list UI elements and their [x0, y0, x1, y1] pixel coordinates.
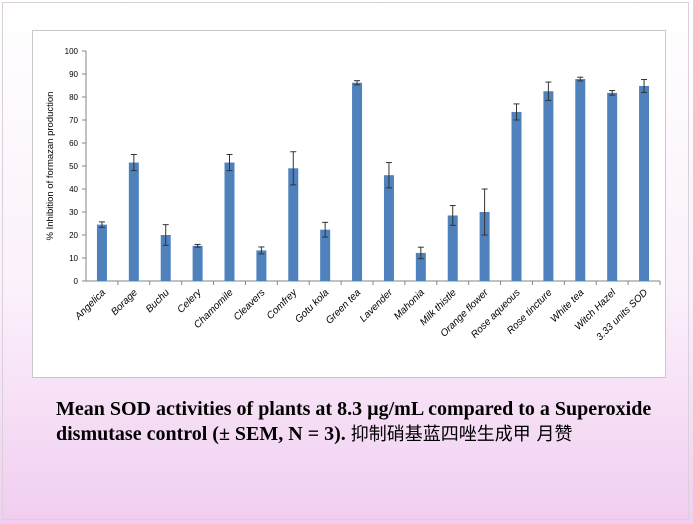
- y-tick-label: 0: [74, 277, 79, 286]
- x-tick-label: Cleavers: [232, 287, 268, 323]
- bar: [415, 252, 426, 281]
- chart-area: 0 10 20 30 40 50 60 70 80 90 100 % Inhibition of fo…: [32, 30, 666, 378]
- y-axis-title: % Inhibition of formazan production: [45, 92, 56, 241]
- bar: [128, 162, 139, 281]
- y-tick-label: 100: [65, 47, 79, 56]
- bar: [639, 85, 650, 282]
- bar: [543, 91, 554, 281]
- bar: [575, 79, 586, 281]
- caption-cjk-text: 抑制硝基蓝四唑生成甲 月赞: [350, 424, 573, 445]
- bar: [383, 175, 394, 281]
- y-tick-label: 70: [69, 116, 78, 125]
- x-tick-label: Angelica: [72, 287, 108, 323]
- x-tick-label: Borage: [109, 287, 140, 318]
- y-tick-label: 40: [69, 185, 78, 194]
- y-tick-label: 20: [69, 231, 78, 240]
- caption-text: Mean SOD activities of plants at 8.3 µg/…: [56, 398, 652, 445]
- bar: [256, 250, 267, 281]
- bar: [160, 235, 171, 281]
- y-tick-label: 10: [69, 254, 78, 263]
- bar: [288, 168, 299, 281]
- y-tick-label: 80: [69, 93, 78, 102]
- bar: [320, 229, 331, 281]
- bar: [447, 215, 458, 281]
- bar: [96, 224, 107, 281]
- x-tick-label: Green tea: [324, 287, 364, 327]
- bar: [192, 245, 203, 281]
- bar: [479, 212, 490, 281]
- bar: [511, 111, 522, 281]
- bar: [224, 162, 235, 281]
- bar-chart: 0 10 20 30 40 50 60 70 80 90 100 % Inhibition of fo…: [45, 47, 661, 343]
- y-tick-label: 60: [69, 139, 78, 148]
- y-tick-label: 50: [69, 162, 78, 171]
- y-tick-label: 90: [69, 70, 78, 79]
- bar: [607, 92, 618, 281]
- bar: [352, 82, 363, 281]
- x-tick-label: Buchu: [144, 287, 172, 315]
- x-tick-label: Celery: [176, 287, 205, 316]
- caption: Mean SOD activities of plants at 8.3 µg/…: [56, 397, 666, 447]
- y-tick-label: 30: [69, 208, 78, 217]
- slide-frame: [2, 2, 689, 520]
- x-tick-label: Lavender: [358, 287, 396, 325]
